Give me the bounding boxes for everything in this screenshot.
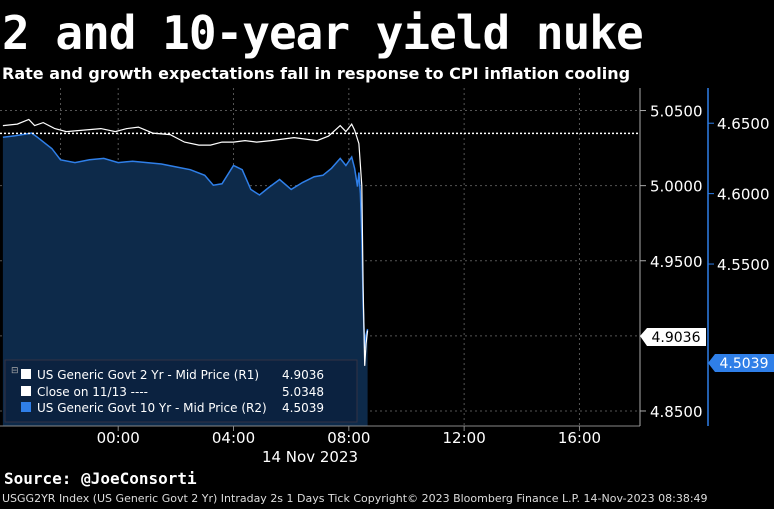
legend-value-close: 5.0348 (282, 385, 324, 399)
chart-title: 2 and 10-year yield nuke (2, 6, 644, 60)
legend: ⊟ US Generic Govt 2 Yr - Mid Price (R1) … (4, 359, 358, 423)
last-value-2yr: 4.9036 (640, 328, 706, 346)
legend-label-2yr: US Generic Govt 2 Yr - Mid Price (R1) (37, 368, 259, 382)
legend-swatch-10yr (21, 402, 31, 412)
x-tick-label: 08:00 (327, 429, 370, 447)
chart-subtitle: Rate and growth expectations fall in res… (2, 64, 631, 83)
series-10yr-line (2, 132, 369, 349)
legend-swatch-2yr (21, 369, 31, 379)
legend-label-close: Close on 11/13 ---- (37, 385, 148, 399)
last-value-10yr: 4.5039 (708, 354, 774, 372)
series-10yr-area (2, 133, 368, 426)
last-value-10yr-label: 4.5039 (720, 356, 769, 372)
x-date-label: 14 Nov 2023 (262, 448, 358, 466)
source-credit: Source: @JoeConsorti (4, 469, 197, 488)
footer-copyright: USGG2YR Index (US Generic Govt 2 Yr) Int… (2, 492, 708, 505)
x-tick-label: 12:00 (443, 429, 486, 447)
legend-swatch-close (21, 386, 31, 396)
y-left-tick-label: 4.9500 (650, 253, 703, 271)
last-value-2yr-label: 4.9036 (652, 330, 701, 346)
legend-label-10yr: US Generic Govt 10 Yr - Mid Price (R2) (37, 401, 267, 415)
x-tick-label: 04:00 (212, 429, 255, 447)
series-2yr-line (2, 118, 369, 366)
y-left-tick-label: 5.0000 (650, 178, 703, 196)
x-tick-label: 16:00 (558, 429, 601, 447)
legend-value-2yr: 4.9036 (282, 368, 324, 382)
x-tick-label: 00:00 (97, 429, 140, 447)
y-right-tick-label: 4.6000 (717, 186, 770, 204)
y-left-tick-label: 4.8500 (650, 403, 703, 421)
y-right-tick-label: 4.5500 (717, 256, 770, 274)
yield-chart: 5.0500 5.0000 4.9500 4.8500 4.6500 4.6000 4.5… (0, 88, 774, 466)
y-left-tick-label: 5.0500 (650, 103, 703, 121)
svg-text:⊟: ⊟ (11, 366, 19, 376)
legend-value-10yr: 4.5039 (282, 401, 324, 415)
y-right-tick-label: 4.6500 (717, 115, 770, 133)
